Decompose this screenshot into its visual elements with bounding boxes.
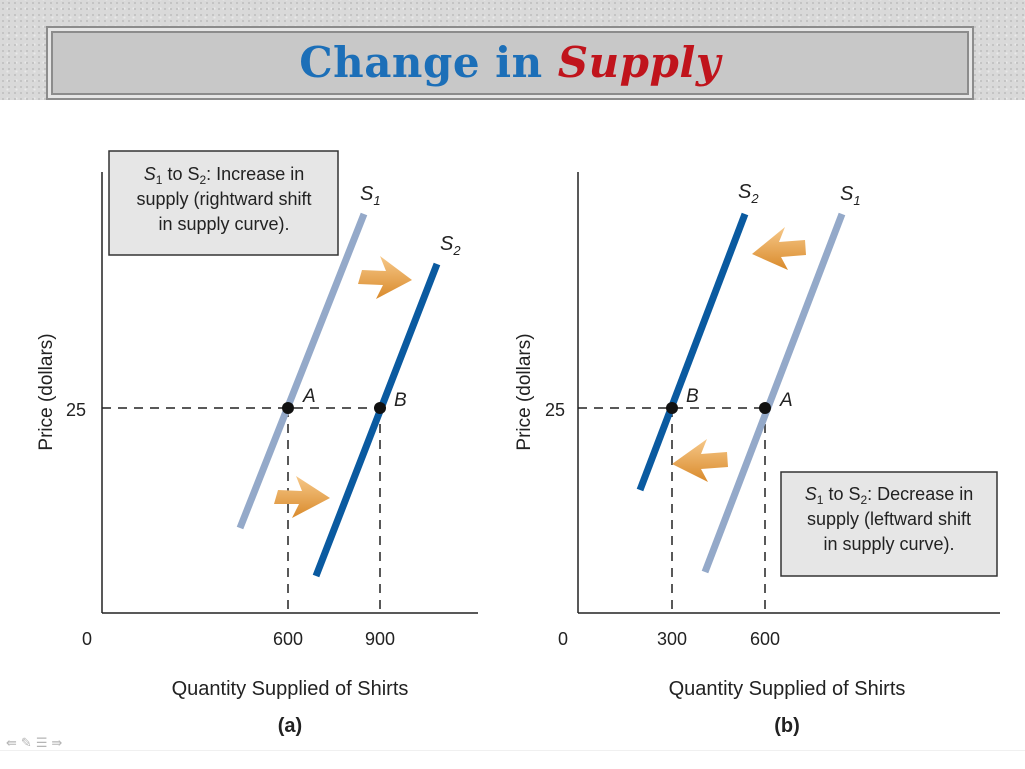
curve-label-s2-a: S2 [440, 233, 461, 258]
origin-label: 0 [82, 629, 92, 649]
x-tick-label: 900 [365, 629, 395, 649]
y-tick-label: 25 [66, 400, 86, 420]
arrow-right-icon [358, 256, 412, 299]
origin-label: 0 [558, 629, 568, 649]
bottom-strip [0, 750, 1025, 769]
point-label: A [779, 390, 793, 411]
pen-icon[interactable]: ✎ [20, 736, 36, 751]
curve-label-s1-a: S1 [360, 183, 381, 208]
curve-label-s1-b: S1 [840, 183, 861, 208]
title-main: Change in [299, 38, 558, 87]
note-line-2: supply (rightward shift [136, 189, 311, 209]
curve-s1-b [701, 212, 846, 574]
note-line-1: S1 to S2: Decrease in [805, 484, 973, 507]
note-box-b [780, 471, 998, 577]
y-axis-label: Price (dollars) [514, 333, 535, 450]
title-bar: Change in Supply [46, 26, 974, 100]
arrow-left-icon [752, 227, 806, 270]
point-label: A [302, 386, 316, 407]
point-b-right [759, 402, 771, 414]
slide-title: Change in Supply [48, 38, 972, 87]
x-tick-label: 300 [657, 629, 687, 649]
point-b-left [666, 402, 678, 414]
next-icon[interactable]: ⇛ [51, 736, 67, 751]
x-axis-label: Quantity Supplied of Shirts [669, 678, 906, 700]
supply-diagram: A B S1 S2 25 0 600 900 Quantity Supplied… [36, 150, 1000, 737]
figure-panel: A B S1 S2 25 0 600 900 Quantity Supplied… [0, 100, 1025, 750]
prev-icon[interactable]: ⇚ [6, 736, 21, 751]
y-tick-label: 25 [545, 400, 565, 420]
arrow-left-icon [672, 439, 728, 482]
curve-s1-a [236, 212, 368, 530]
panel-caption: (b) [774, 715, 800, 737]
title-accent: Supply [557, 38, 721, 87]
arrow-right-icon [274, 476, 330, 518]
panel-b: B A S2 S1 25 0 300 600 Quantity Supplied… [514, 172, 1000, 737]
menu-icon[interactable]: ☰ [35, 736, 52, 751]
point-label: B [394, 390, 407, 411]
panel-a: A B S1 S2 25 0 600 900 Quantity Supplied… [36, 150, 478, 737]
note-line-2: supply (leftward shift [807, 509, 971, 529]
point-a-right [374, 402, 386, 414]
note-box-a [108, 150, 339, 256]
note-line-3: in supply curve). [823, 534, 954, 554]
point-a-left [282, 402, 294, 414]
x-axis-label: Quantity Supplied of Shirts [172, 678, 409, 700]
x-tick-label: 600 [273, 629, 303, 649]
note-line-1: S1 to S2: Increase in [144, 164, 304, 187]
curve-s2-b [636, 212, 749, 492]
point-label: B [686, 386, 699, 407]
x-tick-label: 600 [750, 629, 780, 649]
curve-s2-a [312, 262, 441, 578]
slide-nav: ⇚✎☰⇛ [6, 736, 66, 751]
note-line-3: in supply curve). [158, 214, 289, 234]
y-axis-label: Price (dollars) [36, 333, 57, 450]
curve-label-s2-b: S2 [738, 181, 759, 206]
panel-caption: (a) [278, 715, 302, 737]
